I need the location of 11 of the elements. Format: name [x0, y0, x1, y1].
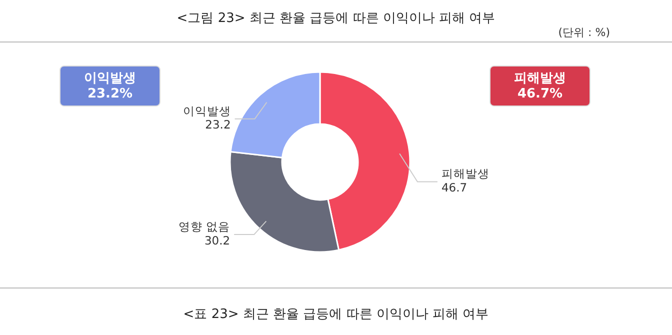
data-label: 30.2	[204, 233, 230, 248]
chart-title: <그림 23> 최근 환율 급등에 따른 이익이나 피해 여부	[176, 11, 496, 26]
slice-label: 이익발생	[182, 104, 231, 118]
slice-label: 영향 없음	[178, 220, 230, 234]
text: <표 23> 최근 환율 급등에 따른 이익이나 피해 여부	[183, 307, 489, 322]
text: 피해발생 46.7%	[514, 71, 566, 102]
slice-label: 피해발생	[441, 166, 490, 181]
data-label: 46.7	[441, 180, 468, 195]
text: (단위 : %)	[558, 26, 610, 39]
data-label: 23.2	[205, 118, 231, 132]
text: 이익발생 23.2%	[84, 71, 136, 102]
